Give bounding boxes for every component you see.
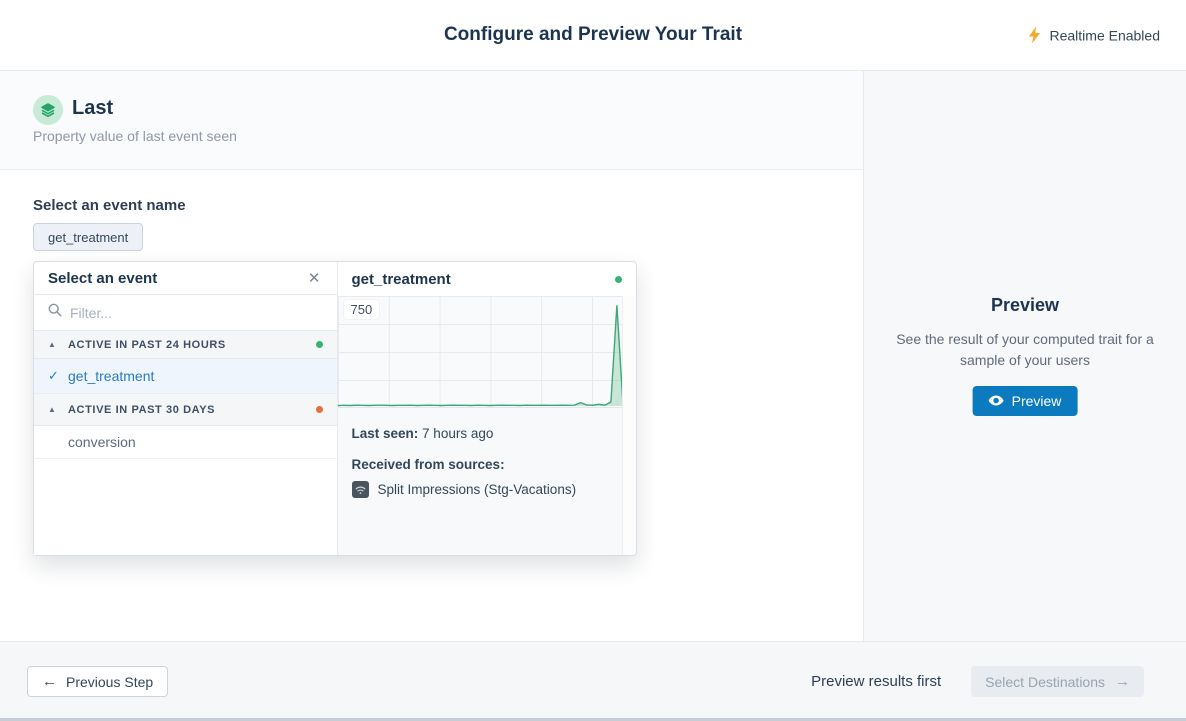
event-item-label: get_treatment xyxy=(68,368,155,384)
previous-step-button[interactable]: ← Previous Step xyxy=(27,666,169,697)
filter-input[interactable] xyxy=(70,304,323,321)
select-destinations-label: Select Destinations xyxy=(985,673,1105,690)
event-item-get-treatment[interactable]: ✓ get_treatment xyxy=(34,359,337,394)
detail-scrollbar[interactable] xyxy=(622,296,636,555)
status-dot-green xyxy=(615,275,622,283)
preview-button-label: Preview xyxy=(1011,393,1062,409)
status-dot-orange xyxy=(315,406,323,413)
trait-description: Property value of last event seen xyxy=(33,128,237,144)
event-item-conversion[interactable]: conversion xyxy=(34,426,337,459)
trait-name: Last xyxy=(72,97,114,119)
event-volume-chart: 750 xyxy=(337,296,623,408)
last-seen-label: Last seen: xyxy=(351,426,419,441)
list-empty-space xyxy=(34,459,337,555)
source-name: Split Impressions (Stg-Vacations) xyxy=(377,482,577,497)
event-detail-header: get_treatment xyxy=(337,262,636,296)
trait-header: Last Property value of last event seen xyxy=(0,71,863,170)
event-detail-title: get_treatment xyxy=(351,270,451,288)
event-group-active-24h[interactable]: ▲ ACTIVE IN PAST 24 HOURS xyxy=(34,331,337,359)
check-icon: ✓ xyxy=(48,368,59,383)
preview-description: See the result of your computed trait fo… xyxy=(896,331,1154,368)
arrow-right-icon: → xyxy=(1115,673,1130,690)
group-label: ACTIVE IN PAST 30 DAYS xyxy=(68,403,216,416)
chart-line xyxy=(337,305,623,407)
event-picker-popover: Select an event ✕ ▲ ACTIVE IN PAST 24 HO… xyxy=(33,261,637,556)
top-bar: Configure and Preview Your Trait Realtim… xyxy=(0,0,1186,71)
event-list-pane: Select an event ✕ ▲ ACTIVE IN PAST 24 HO… xyxy=(34,262,338,555)
picker-header: Select an event ✕ xyxy=(34,262,337,295)
footer-bar: ← Previous Step Preview results first Se… xyxy=(0,641,1186,718)
last-seen-value: 7 hours ago xyxy=(422,426,494,441)
y-axis-max-label: 750 xyxy=(343,300,380,319)
selected-event-chip[interactable]: get_treatment xyxy=(33,223,144,251)
preview-sidebar: Preview See the result of your computed … xyxy=(864,71,1186,641)
lightning-icon xyxy=(1028,26,1041,44)
window-bottom-edge xyxy=(0,718,1186,721)
footer-hint: Preview results first xyxy=(811,673,942,690)
page-title: Configure and Preview Your Trait xyxy=(443,24,743,45)
preview-title: Preview xyxy=(990,295,1060,315)
event-item-label: conversion xyxy=(68,434,136,450)
select-destinations-button[interactable]: Select Destinations → xyxy=(971,666,1144,697)
search-icon xyxy=(48,303,62,322)
configuration-pane: Last Property value of last event seen S… xyxy=(0,71,864,641)
layers-icon xyxy=(33,95,63,125)
event-select-label: Select an event name xyxy=(33,197,186,214)
collapse-caret-icon: ▲ xyxy=(48,340,56,349)
previous-step-label: Previous Step xyxy=(66,673,154,690)
sources-label: Received from sources: xyxy=(351,457,505,472)
preview-button[interactable]: Preview xyxy=(972,386,1078,416)
group-label: ACTIVE IN PAST 24 HOURS xyxy=(68,338,226,351)
event-group-active-30d[interactable]: ▲ ACTIVE IN PAST 30 DAYS xyxy=(34,394,337,426)
event-detail-pane: get_treatment 750 Last seen: xyxy=(337,262,636,555)
source-row: Split Impressions (Stg-Vacations) xyxy=(351,481,609,498)
collapse-caret-icon: ▲ xyxy=(48,405,56,414)
source-wifi-icon xyxy=(351,481,369,498)
last-seen-row: Last seen: 7 hours ago xyxy=(352,426,609,441)
status-dot-green xyxy=(315,341,323,348)
close-icon[interactable]: ✕ xyxy=(307,269,321,287)
chart-area xyxy=(337,305,623,406)
main-content: Last Property value of last event seen S… xyxy=(0,71,1186,641)
event-detail-info: Last seen: 7 hours ago Received from sou… xyxy=(338,408,623,516)
picker-title: Select an event xyxy=(48,269,158,287)
filter-bar xyxy=(34,295,337,331)
eye-icon xyxy=(988,393,1004,409)
realtime-status: Realtime Enabled xyxy=(1028,26,1160,44)
footer-right-group: Preview results first Select Destination… xyxy=(811,666,1144,697)
arrow-left-icon: ← xyxy=(42,673,57,690)
realtime-label: Realtime Enabled xyxy=(1049,27,1160,43)
